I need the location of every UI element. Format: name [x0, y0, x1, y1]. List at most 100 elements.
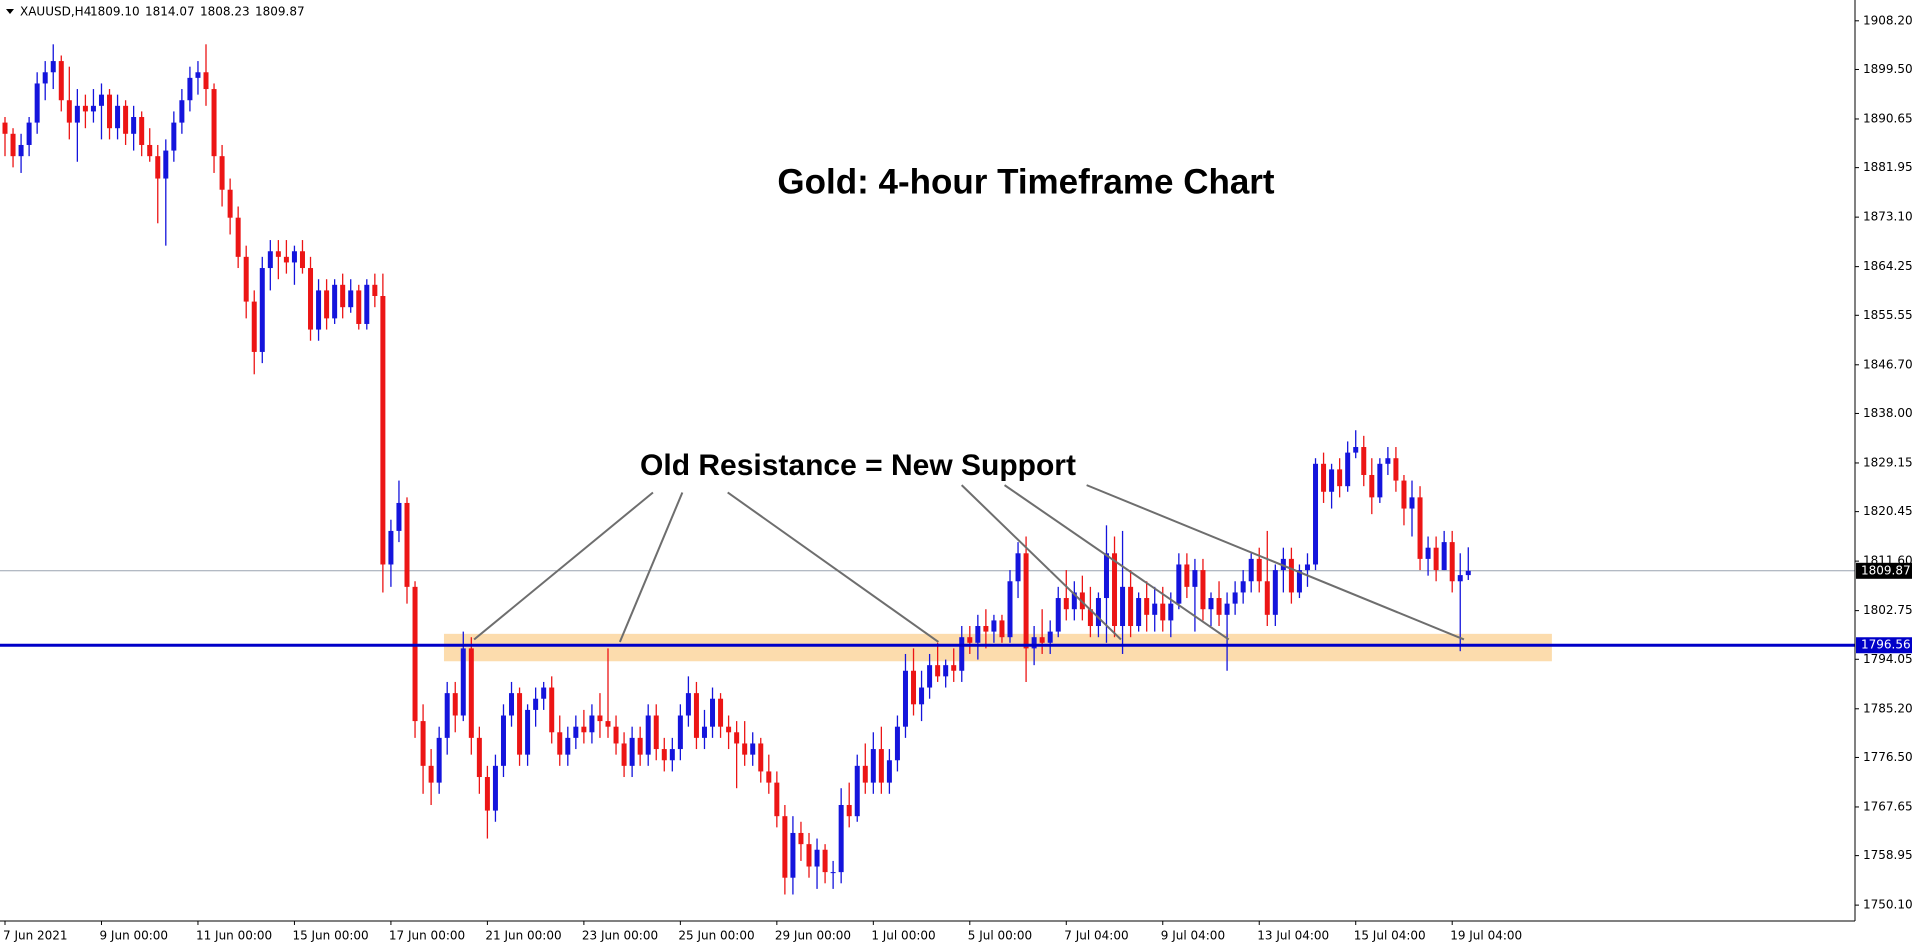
candle-body — [1128, 586, 1134, 627]
candle-body — [1313, 463, 1319, 565]
candle-body — [629, 737, 635, 766]
candle-body — [388, 530, 394, 565]
candle-body — [1095, 598, 1101, 627]
candle-body — [653, 715, 659, 750]
candle-body — [718, 698, 724, 727]
candle-body — [98, 94, 104, 106]
candle-body — [1304, 564, 1310, 571]
candle-body — [798, 832, 804, 845]
x-tick-label: 7 Jul 04:00 — [1064, 929, 1128, 943]
candle-body — [919, 687, 925, 705]
candle-body — [975, 626, 981, 643]
candle-body — [846, 804, 852, 817]
candle-body — [179, 100, 185, 123]
x-tick-label: 1 Jul 00:00 — [871, 929, 935, 943]
y-tick-label: 1829.15 — [1863, 455, 1913, 469]
candle-body — [203, 72, 209, 90]
candle-body — [613, 726, 619, 744]
candle-body — [139, 117, 145, 145]
candle-body — [500, 715, 506, 766]
candle-body — [693, 693, 699, 738]
candle-body — [838, 804, 844, 873]
current-price-label: 1809.87 — [1861, 563, 1911, 577]
candle-body — [1120, 586, 1126, 627]
candle-body — [1393, 458, 1399, 481]
candle-body — [991, 620, 997, 632]
candle-body — [886, 760, 892, 783]
candle-body — [283, 256, 289, 263]
candle-body — [42, 72, 48, 84]
candle-body — [1152, 603, 1158, 615]
support-price-label: 1796.56 — [1861, 638, 1911, 652]
candle-body — [356, 290, 362, 324]
candle-body — [1023, 553, 1029, 649]
candle-body — [107, 94, 113, 129]
candle-body — [927, 665, 933, 688]
zone-layer — [443, 633, 1552, 662]
candle-body — [66, 100, 72, 123]
candle-body — [750, 743, 756, 755]
candle-body — [1208, 598, 1214, 610]
candle-body — [1321, 463, 1327, 492]
candle-body — [549, 687, 555, 733]
y-tick-label: 1776.50 — [1863, 750, 1913, 764]
y-tick-label: 1767.65 — [1863, 799, 1913, 813]
candle-body — [1200, 570, 1206, 610]
candle-body — [155, 156, 161, 179]
candle-body — [1256, 558, 1262, 582]
x-tick-label: 23 Jun 00:00 — [582, 929, 658, 943]
candle-body — [685, 693, 691, 716]
candle-body — [1345, 452, 1351, 487]
pointer-line — [1003, 484, 1230, 641]
candle-body — [163, 150, 169, 179]
candle-body — [943, 665, 949, 677]
candle-body — [1449, 542, 1455, 582]
candle-body — [967, 637, 973, 643]
candle-body — [1377, 463, 1383, 498]
candle-body — [1272, 570, 1278, 615]
x-tick-label: 7 Jun 2021 — [3, 929, 68, 943]
candle-body — [790, 832, 796, 878]
x-tick-label: 5 Jul 00:00 — [968, 929, 1032, 943]
candle-body — [999, 620, 1005, 638]
candle-body — [1007, 581, 1013, 638]
candle-body — [476, 737, 482, 778]
candle-body — [935, 665, 941, 677]
candle-body — [1015, 553, 1021, 582]
candle-body — [380, 295, 386, 565]
header-low: 1808.23 — [200, 5, 250, 19]
x-tick-label: 13 Jul 04:00 — [1257, 929, 1329, 943]
candle-body — [1264, 581, 1270, 615]
y-tick-label: 1802.75 — [1863, 603, 1913, 617]
candle-body — [1353, 447, 1359, 453]
candle-body — [50, 61, 56, 73]
candle-body — [806, 844, 812, 867]
x-tick-label: 15 Jul 04:00 — [1354, 929, 1426, 943]
candle-layer — [0, 44, 1855, 895]
candle-body — [115, 105, 121, 129]
candle-body — [404, 502, 410, 587]
candle-body — [219, 156, 225, 190]
candle-body — [372, 284, 378, 296]
candle-body — [814, 849, 820, 867]
x-tick-label: 19 Jul 04:00 — [1450, 929, 1522, 943]
y-tick-label: 1820.45 — [1863, 504, 1913, 518]
candle-body — [1288, 558, 1294, 593]
support-price-box — [1856, 637, 1912, 654]
candle-body — [661, 749, 667, 761]
x-tick-label: 9 Jul 04:00 — [1161, 929, 1225, 943]
x-tick-label: 25 Jun 00:00 — [678, 929, 754, 943]
candle-body — [1055, 598, 1061, 632]
candle-body — [1184, 564, 1190, 587]
y-tick-label: 1890.65 — [1863, 111, 1913, 125]
candle-body — [1465, 570, 1471, 576]
candle-body — [911, 670, 917, 705]
candle-body — [710, 698, 716, 727]
candle-body — [147, 144, 153, 157]
candle-body — [58, 61, 64, 101]
candle-body — [734, 732, 740, 744]
y-tick-label: 1750.10 — [1863, 898, 1913, 912]
candle-body — [1385, 458, 1391, 464]
candle-body — [621, 743, 627, 766]
